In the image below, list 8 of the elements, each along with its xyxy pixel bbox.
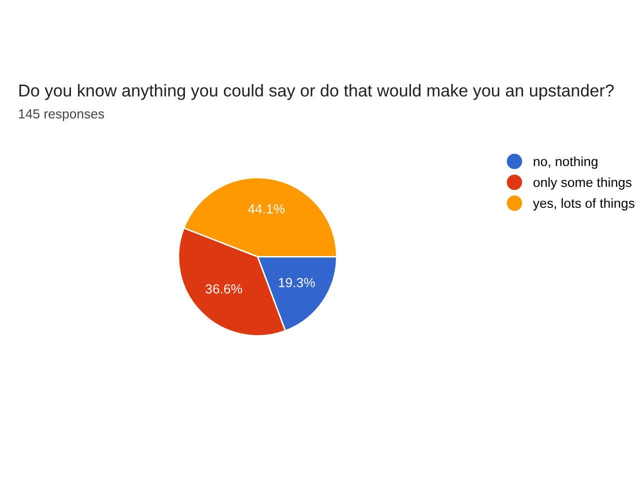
data-label: 44.1% xyxy=(248,204,285,214)
chart-title: Do you know anything you could say or do that would make you an upstander? xyxy=(19,84,614,100)
legend-label: no, nothing xyxy=(534,156,598,169)
data-label: 36.6% xyxy=(206,284,242,294)
text: 145 responses xyxy=(19,109,104,122)
legend-label: yes, lots of things xyxy=(532,198,634,211)
data-label: 19.3% xyxy=(278,278,315,288)
legend-label: only some things xyxy=(534,177,632,190)
